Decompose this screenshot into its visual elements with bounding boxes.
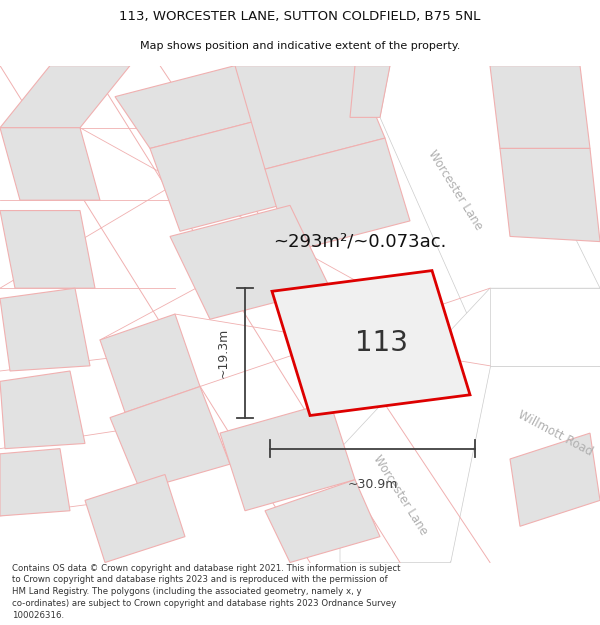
Text: Willmott Road: Willmott Road xyxy=(515,408,595,458)
Polygon shape xyxy=(265,138,410,252)
Text: Worcester Lane: Worcester Lane xyxy=(370,453,430,538)
Polygon shape xyxy=(220,402,355,511)
Text: Map shows position and indicative extent of the property.: Map shows position and indicative extent… xyxy=(140,41,460,51)
Polygon shape xyxy=(0,288,90,371)
Polygon shape xyxy=(100,314,200,412)
Polygon shape xyxy=(110,386,230,490)
Polygon shape xyxy=(265,480,380,562)
Text: 113, WORCESTER LANE, SUTTON COLDFIELD, B75 5NL: 113, WORCESTER LANE, SUTTON COLDFIELD, B… xyxy=(119,10,481,23)
Polygon shape xyxy=(85,474,185,562)
Polygon shape xyxy=(500,148,600,242)
Polygon shape xyxy=(0,371,85,449)
Text: ~19.3m: ~19.3m xyxy=(217,328,230,378)
Polygon shape xyxy=(0,449,70,516)
Text: ~293m²/~0.073ac.: ~293m²/~0.073ac. xyxy=(274,232,446,251)
Polygon shape xyxy=(0,211,95,288)
Polygon shape xyxy=(235,66,385,169)
Polygon shape xyxy=(272,271,470,416)
Text: Contains OS data © Crown copyright and database right 2021. This information is : Contains OS data © Crown copyright and d… xyxy=(12,564,400,620)
Polygon shape xyxy=(150,118,300,231)
Polygon shape xyxy=(340,288,600,562)
Polygon shape xyxy=(350,66,390,118)
Polygon shape xyxy=(115,66,270,148)
Text: Worcester Lane: Worcester Lane xyxy=(425,148,485,232)
Text: ~30.9m: ~30.9m xyxy=(347,478,398,491)
Polygon shape xyxy=(380,66,600,366)
Polygon shape xyxy=(450,366,600,562)
Polygon shape xyxy=(490,288,600,366)
Polygon shape xyxy=(510,433,600,526)
Polygon shape xyxy=(170,206,330,319)
Text: 113: 113 xyxy=(355,329,407,357)
Polygon shape xyxy=(490,66,590,148)
Polygon shape xyxy=(0,127,100,200)
Polygon shape xyxy=(0,66,130,128)
